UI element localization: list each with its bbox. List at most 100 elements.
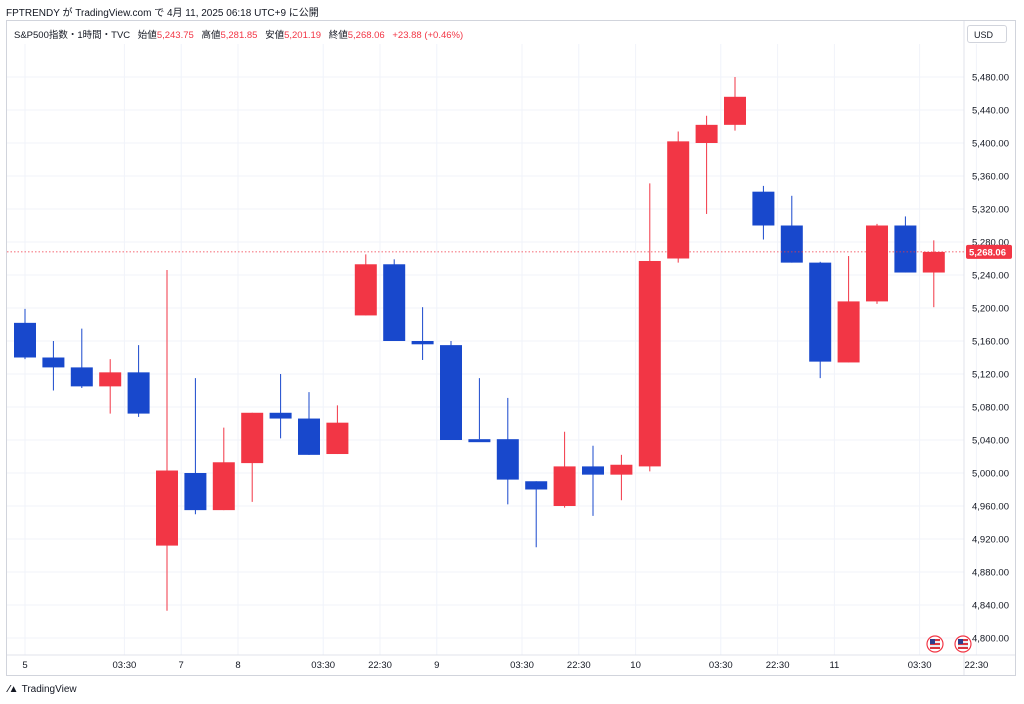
candle[interactable] <box>269 374 292 439</box>
price-tick-label: 5,120.00 <box>972 370 1009 381</box>
high-label: 高値 <box>201 30 221 41</box>
candle[interactable] <box>809 261 832 379</box>
candle[interactable] <box>354 254 377 316</box>
candle[interactable] <box>14 308 36 360</box>
candle[interactable] <box>525 481 548 548</box>
candle[interactable] <box>866 223 888 304</box>
change-value: +23.88 (+0.46%) <box>392 30 464 41</box>
publish-caption: FPTRENDY が TradingView.com で 4月 11, 2025… <box>6 8 319 19</box>
candle-body <box>525 481 548 490</box>
low-label: 安値 <box>265 30 285 41</box>
candle[interactable] <box>894 216 917 273</box>
candle[interactable] <box>667 131 690 263</box>
tradingview-logo[interactable]: ⁄▲ TradingView <box>8 684 77 695</box>
candle[interactable] <box>42 341 65 391</box>
candle[interactable] <box>582 445 604 516</box>
symbol-label[interactable]: S&P500指数・1時間・TVC <box>14 30 131 41</box>
price-tick-label: 4,960.00 <box>972 502 1009 513</box>
candle-body <box>326 422 349 455</box>
candle[interactable] <box>610 454 633 501</box>
currency-button[interactable]: USD <box>967 25 1007 43</box>
candle-body <box>269 412 292 419</box>
us-flag-event-icon[interactable] <box>954 635 972 653</box>
candle[interactable] <box>411 307 434 360</box>
time-tick-label: 03:30 <box>709 660 733 671</box>
candle-body <box>383 264 406 341</box>
candle-body <box>496 439 519 480</box>
time-axis: 5 03:30 7 8 03:30 22:30 9 03:30 22:30 10 03:30 22:3… <box>7 21 1015 675</box>
candle[interactable] <box>383 259 406 341</box>
price-tick-label: 5,000.00 <box>972 469 1009 480</box>
candle-body <box>837 301 860 363</box>
price-tick-label: 5,440.00 <box>972 106 1009 117</box>
candle-body <box>780 225 803 263</box>
candle-body <box>752 191 775 226</box>
candle-body <box>354 264 377 316</box>
price-tick-label: 5,400.00 <box>972 139 1009 150</box>
candle[interactable] <box>638 183 661 472</box>
candle-body <box>14 322 36 358</box>
time-tick-label: 22:30 <box>368 660 392 671</box>
candle-body <box>638 260 661 467</box>
time-tick-label: 03:30 <box>510 660 534 671</box>
price-tick-label: 5,240.00 <box>972 271 1009 282</box>
price-tick-label: 5,280.00 <box>972 238 1009 249</box>
price-tick-label: 4,840.00 <box>972 601 1009 612</box>
us-flag-event-icon[interactable] <box>926 635 944 653</box>
candle-body <box>610 464 633 475</box>
candle[interactable] <box>127 345 150 417</box>
candle[interactable] <box>156 270 178 611</box>
candles <box>14 77 945 611</box>
candle[interactable] <box>298 392 320 455</box>
candle-body <box>724 96 746 125</box>
open-label: 始値 <box>137 30 157 41</box>
candle[interactable] <box>496 397 519 505</box>
event-flags <box>926 635 972 653</box>
last-price-label: 5,268.06 <box>969 247 1006 258</box>
price-tick-label: 5,480.00 <box>972 73 1009 84</box>
time-tick-label: 03:30 <box>311 660 335 671</box>
candle[interactable] <box>837 256 860 363</box>
candle[interactable] <box>184 378 207 515</box>
candle-body <box>894 225 917 273</box>
candle[interactable] <box>326 405 349 455</box>
candle-body <box>298 418 320 455</box>
candle[interactable] <box>241 412 264 502</box>
price-tick-label: 4,920.00 <box>972 535 1009 546</box>
price-tick-label: 5,320.00 <box>972 205 1009 216</box>
price-tick-label: 5,200.00 <box>972 304 1009 315</box>
candle-body <box>468 439 491 443</box>
candle[interactable] <box>695 115 718 214</box>
time-tick-label: 22:30 <box>567 660 591 671</box>
close-value: 5,268.06 <box>347 30 385 41</box>
candle[interactable] <box>553 431 576 508</box>
candle-body <box>695 124 718 143</box>
time-tick-label: 22:30 <box>965 660 989 671</box>
candle-body <box>809 262 832 362</box>
time-tick-label: 9 <box>434 660 439 671</box>
candle[interactable] <box>468 378 491 443</box>
candle-body <box>42 357 65 368</box>
tradingview-logo-icon: ⁄▲ <box>8 684 19 695</box>
ohlc-legend: S&P500指数・1時間・TVC 始値5,243.75 高値5,281.85 安… <box>14 27 463 41</box>
candle[interactable] <box>922 240 945 308</box>
candle[interactable] <box>70 328 93 389</box>
price-tick-label: 5,040.00 <box>972 436 1009 447</box>
open-value: 5,243.75 <box>156 30 194 41</box>
candle-body <box>411 341 434 345</box>
candle[interactable] <box>724 77 746 131</box>
time-tick-label: 10 <box>630 660 641 671</box>
candle-body <box>667 141 690 259</box>
last-price-badge <box>966 244 1012 259</box>
close-label: 終値 <box>328 30 348 41</box>
candle-body <box>99 372 122 387</box>
last-price-line: 5,268.06 <box>7 244 1012 259</box>
candle[interactable] <box>212 427 235 511</box>
time-tick-label: 7 <box>179 660 184 671</box>
candle[interactable] <box>99 359 122 414</box>
candle[interactable] <box>752 185 775 240</box>
price-tick-label: 5,160.00 <box>972 337 1009 348</box>
candle[interactable] <box>440 341 462 440</box>
candle[interactable] <box>780 195 803 263</box>
